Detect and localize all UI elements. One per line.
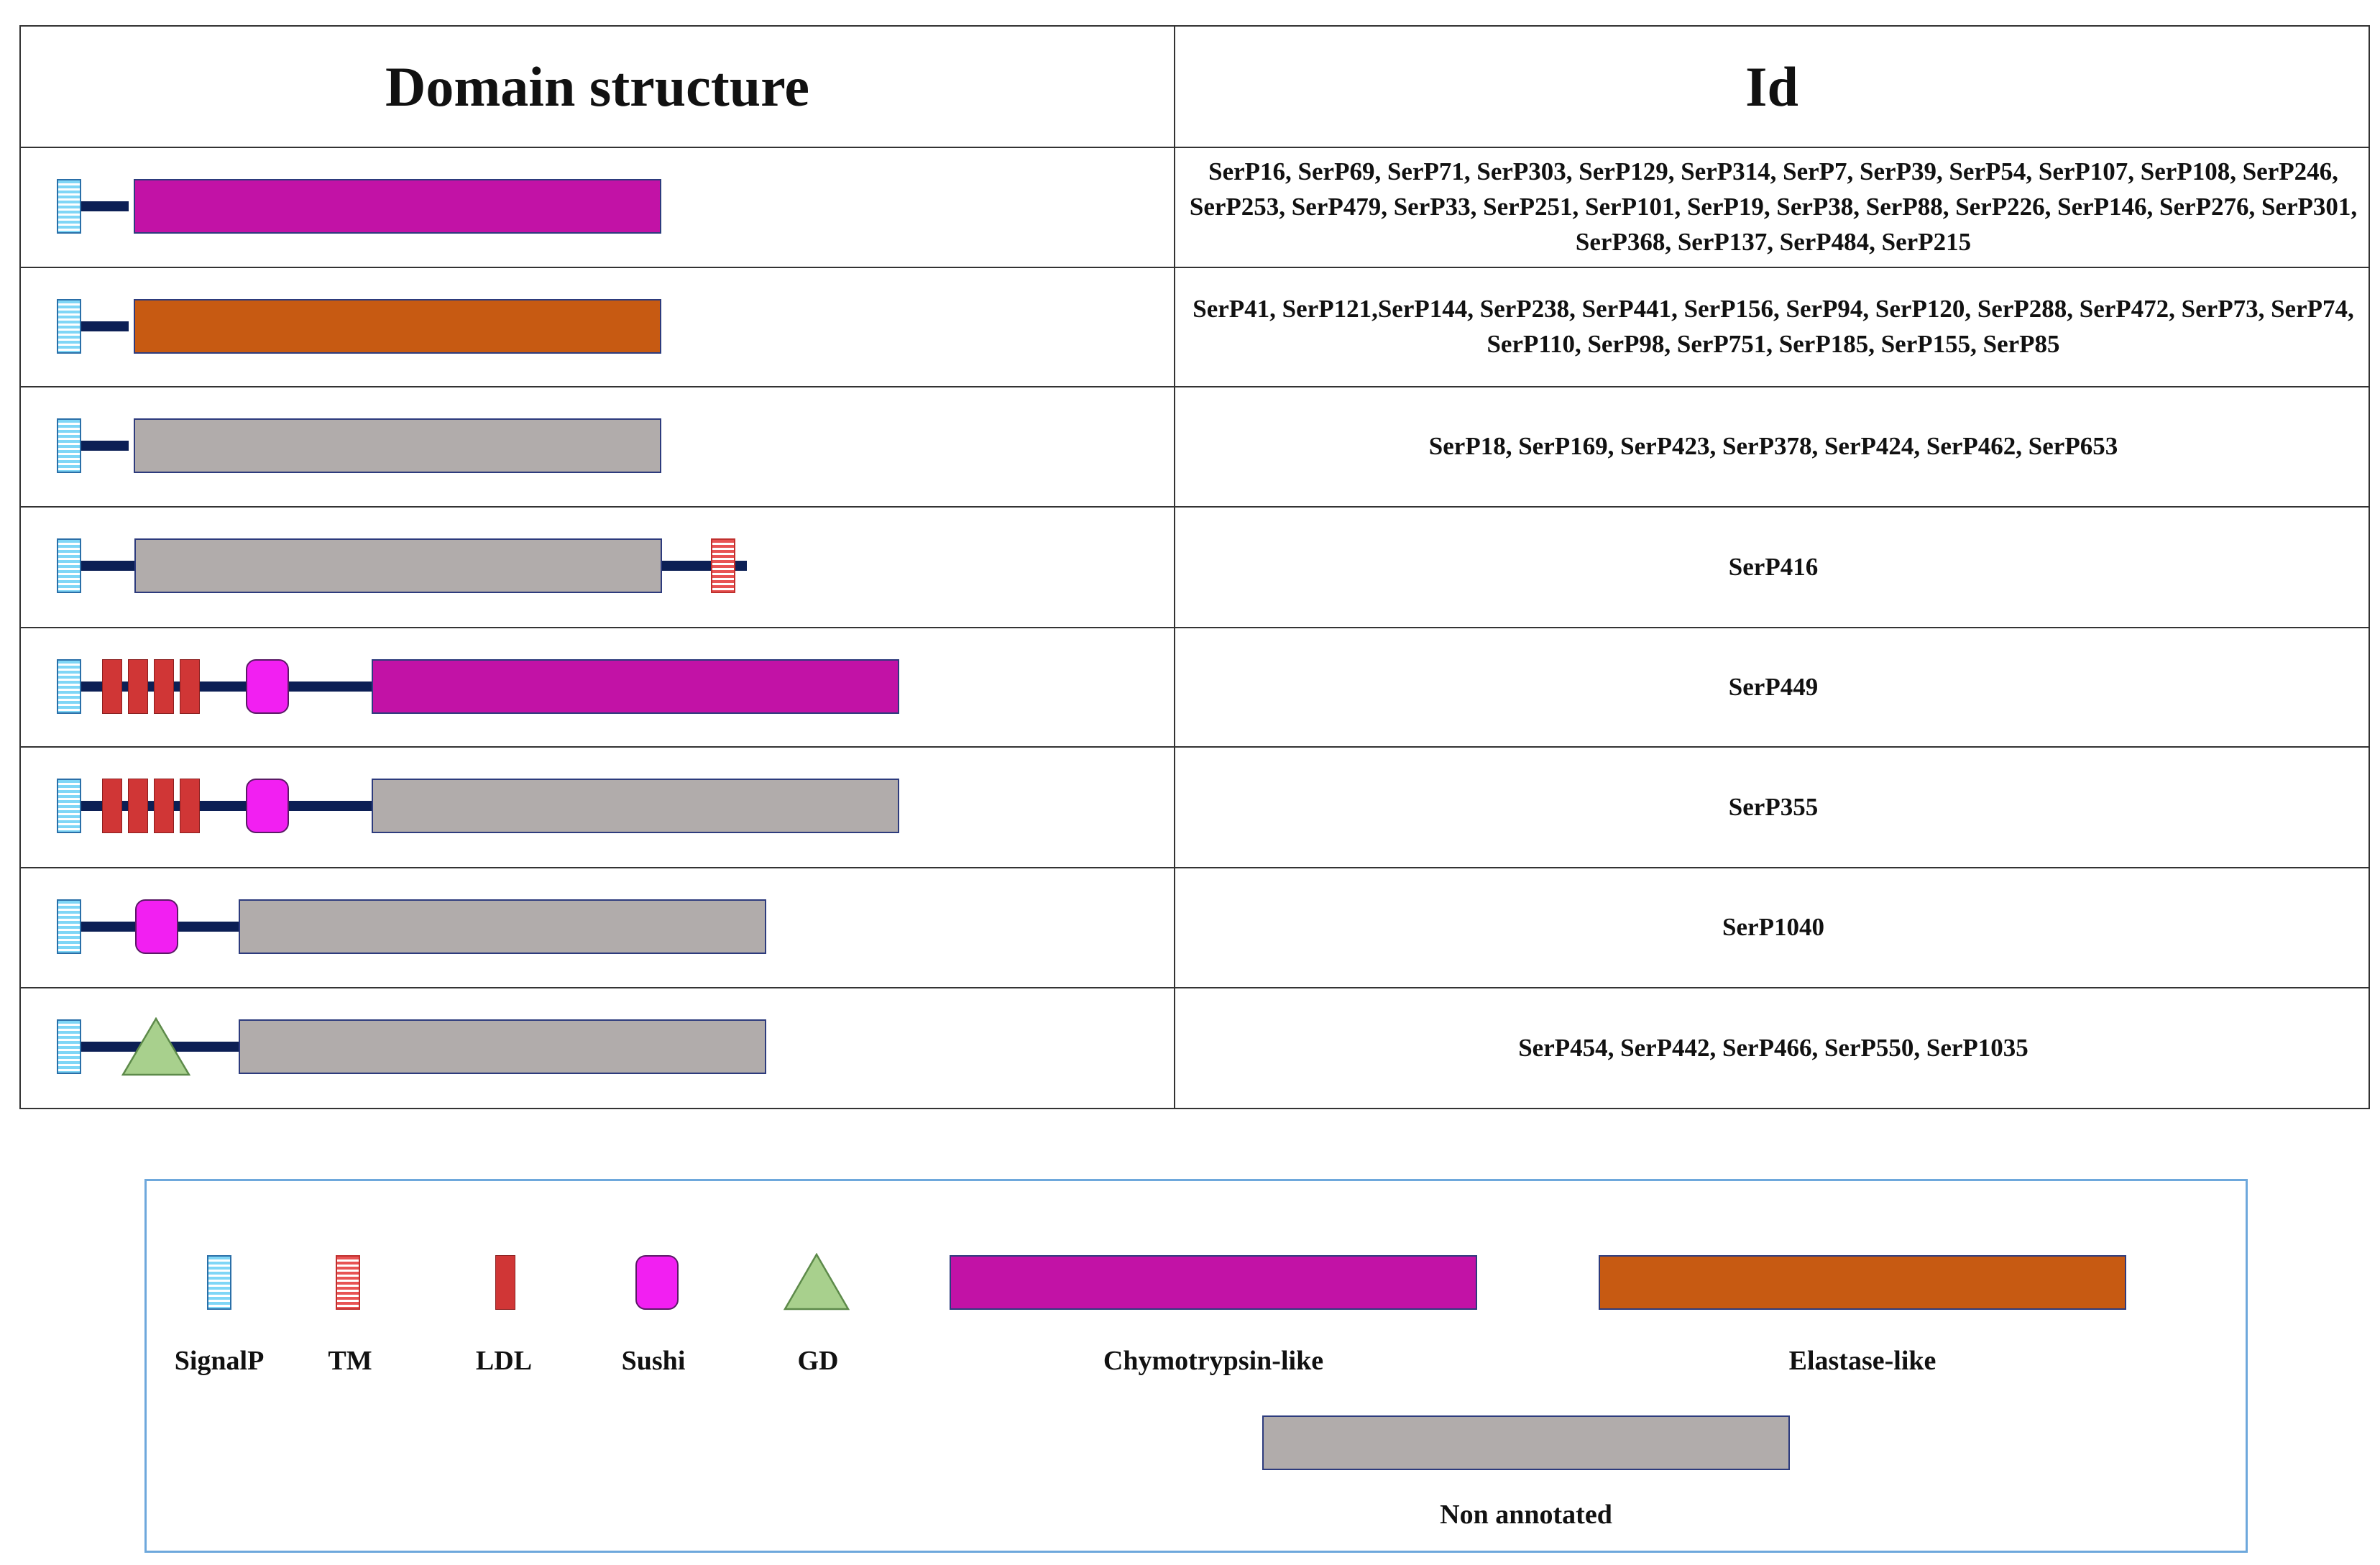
legend-signalp-icon xyxy=(207,1255,231,1310)
legend-gd-icon xyxy=(784,1253,850,1311)
ldl-icon xyxy=(128,779,148,833)
legend-ldl-label: LDL xyxy=(475,1346,533,1376)
domain-diagram-row-2 xyxy=(21,267,1174,386)
domain-diagram-row-1 xyxy=(21,147,1174,267)
sushi-icon xyxy=(246,659,289,714)
signalp-icon xyxy=(57,779,81,833)
ldl-icon xyxy=(154,779,174,833)
ldl-icon xyxy=(180,659,200,714)
non-annotated-domain xyxy=(372,779,899,833)
domain-diagram-row-7 xyxy=(21,867,1174,987)
signalp-icon xyxy=(57,659,81,714)
sushi-icon xyxy=(135,899,178,954)
signalp-icon xyxy=(57,899,81,954)
legend-ldl-icon xyxy=(495,1255,515,1310)
non-annotated-domain xyxy=(134,538,662,593)
header-domain-structure: Domain structure xyxy=(385,55,809,118)
id-cell-row-3: SerP18, SerP169, SerP423, SerP378, SerP4… xyxy=(1428,432,2118,460)
row-divider xyxy=(21,506,2368,508)
signalp-icon xyxy=(57,418,81,473)
legend: SignalP TM LDL Sushi GD Chymotrypsin-lik… xyxy=(144,1179,2248,1553)
domain-diagram-row-3 xyxy=(21,386,1174,506)
row-divider xyxy=(21,746,2368,748)
column-divider xyxy=(1174,27,1175,1108)
legend-tm-label: TM xyxy=(328,1346,372,1376)
legend-non-annotated-swatch xyxy=(1262,1415,1790,1470)
id-cell-row-8: SerP454, SerP442, SerP466, SerP550, SerP… xyxy=(1518,1034,2028,1062)
row-divider xyxy=(21,987,2368,988)
legend-sushi-icon xyxy=(635,1255,679,1310)
header-id: Id xyxy=(1745,55,1798,118)
chymotrypsin-like-domain xyxy=(372,659,899,714)
elastase-like-domain xyxy=(134,299,661,354)
legend-non-annotated-label: Non annotated xyxy=(1440,1500,1612,1530)
id-cell-row-6: SerP355 xyxy=(1728,792,1819,821)
ldl-icon xyxy=(102,659,122,714)
ldl-icon xyxy=(128,659,148,714)
row-divider xyxy=(21,267,2368,268)
signalp-icon xyxy=(57,179,81,234)
legend-chymotrypsin-like-label: Chymotrypsin-like xyxy=(1103,1346,1324,1376)
domain-diagram-row-5 xyxy=(21,627,1174,746)
ldl-icon xyxy=(180,779,200,833)
row-divider xyxy=(21,627,2368,628)
non-annotated-domain xyxy=(239,899,766,954)
non-annotated-domain xyxy=(239,1019,766,1074)
row-divider xyxy=(21,867,2368,868)
legend-tm-icon xyxy=(336,1255,360,1310)
gd-icon xyxy=(121,1017,190,1076)
non-annotated-domain xyxy=(134,418,661,473)
legend-gd-label: GD xyxy=(797,1346,839,1376)
legend-signalp-label: SignalP xyxy=(174,1346,265,1376)
legend-elastase-like-swatch xyxy=(1599,1255,2126,1310)
row-divider xyxy=(21,147,2368,148)
ldl-icon xyxy=(154,659,174,714)
domain-diagram-row-4 xyxy=(21,506,1174,627)
signalp-icon xyxy=(57,1019,81,1074)
ldl-icon xyxy=(102,779,122,833)
tm-icon xyxy=(711,538,735,593)
signalp-icon xyxy=(57,538,81,593)
legend-chymotrypsin-like-swatch xyxy=(950,1255,1477,1310)
id-cell-row-2: SerP41, SerP121,SerP144, SerP238, SerP44… xyxy=(1193,295,2354,358)
legend-elastase-like-label: Elastase-like xyxy=(1788,1346,1936,1376)
legend-sushi-label: Sushi xyxy=(621,1346,686,1376)
chymotrypsin-like-domain xyxy=(134,179,661,234)
domain-table: Domain structure Id SerP16, SerP69, SerP… xyxy=(19,25,2370,1109)
id-cell-row-5: SerP449 xyxy=(1728,672,1819,701)
id-cell-row-7: SerP1040 xyxy=(1722,913,1824,941)
id-cell-row-4: SerP416 xyxy=(1728,552,1819,581)
sushi-icon xyxy=(246,779,289,833)
domain-diagram-row-6 xyxy=(21,746,1174,867)
id-cell-row-1: SerP16, SerP69, SerP71, SerP303, SerP129… xyxy=(1189,157,2358,256)
domain-diagram-row-8 xyxy=(21,987,1174,1109)
row-divider xyxy=(21,386,2368,387)
signalp-icon xyxy=(57,299,81,354)
